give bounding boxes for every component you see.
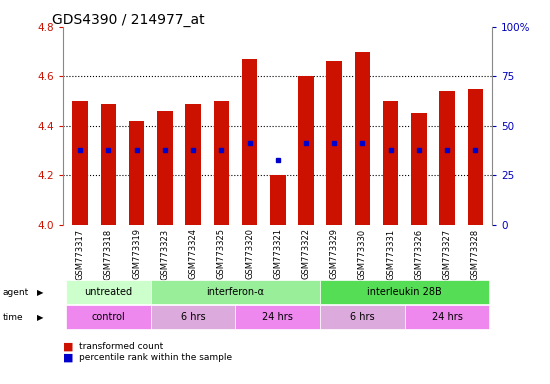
Bar xyxy=(298,76,314,225)
Bar xyxy=(320,280,490,304)
Text: GSM773330: GSM773330 xyxy=(358,228,367,280)
Bar xyxy=(468,89,483,225)
Text: ▶: ▶ xyxy=(37,313,44,322)
Text: percentile rank within the sample: percentile rank within the sample xyxy=(79,353,232,362)
Bar xyxy=(383,101,398,225)
Text: time: time xyxy=(3,313,23,322)
Text: untreated: untreated xyxy=(84,287,133,297)
Text: interleukin 28B: interleukin 28B xyxy=(367,287,442,297)
Bar xyxy=(129,121,145,225)
Text: GDS4390 / 214977_at: GDS4390 / 214977_at xyxy=(52,13,205,27)
Bar xyxy=(157,111,173,225)
Bar xyxy=(101,104,116,225)
Text: GSM773324: GSM773324 xyxy=(189,228,197,280)
Bar xyxy=(73,101,88,225)
Text: GSM773322: GSM773322 xyxy=(301,228,310,280)
Text: 6 hrs: 6 hrs xyxy=(181,312,205,322)
Text: ■: ■ xyxy=(63,341,74,351)
Bar xyxy=(151,280,320,304)
Text: GSM773331: GSM773331 xyxy=(386,228,395,280)
Bar xyxy=(185,104,201,225)
Bar xyxy=(242,59,257,225)
Text: 6 hrs: 6 hrs xyxy=(350,312,375,322)
Text: GSM773317: GSM773317 xyxy=(76,228,85,280)
Text: GSM773319: GSM773319 xyxy=(132,228,141,280)
Bar xyxy=(235,305,320,329)
Text: ▶: ▶ xyxy=(37,288,44,297)
Text: GSM773320: GSM773320 xyxy=(245,228,254,280)
Bar xyxy=(66,280,151,304)
Text: agent: agent xyxy=(3,288,29,297)
Bar xyxy=(151,305,235,329)
Text: GSM773329: GSM773329 xyxy=(329,228,339,280)
Text: ■: ■ xyxy=(63,353,74,363)
Bar xyxy=(213,101,229,225)
Text: GSM773326: GSM773326 xyxy=(414,228,424,280)
Bar xyxy=(320,305,405,329)
Text: control: control xyxy=(91,312,125,322)
Bar xyxy=(439,91,455,225)
Text: interferon-α: interferon-α xyxy=(206,287,265,297)
Text: GSM773325: GSM773325 xyxy=(217,228,226,280)
Text: transformed count: transformed count xyxy=(79,342,163,351)
Bar xyxy=(327,61,342,225)
Bar xyxy=(411,113,427,225)
Text: GSM773327: GSM773327 xyxy=(443,228,452,280)
Text: GSM773323: GSM773323 xyxy=(161,228,169,280)
Bar xyxy=(405,305,490,329)
Text: GSM773321: GSM773321 xyxy=(273,228,282,280)
Bar xyxy=(66,305,151,329)
Text: 24 hrs: 24 hrs xyxy=(432,312,463,322)
Bar xyxy=(270,175,285,225)
Text: GSM773328: GSM773328 xyxy=(471,228,480,280)
Bar xyxy=(355,51,370,225)
Text: GSM773318: GSM773318 xyxy=(104,228,113,280)
Text: 24 hrs: 24 hrs xyxy=(262,312,293,322)
